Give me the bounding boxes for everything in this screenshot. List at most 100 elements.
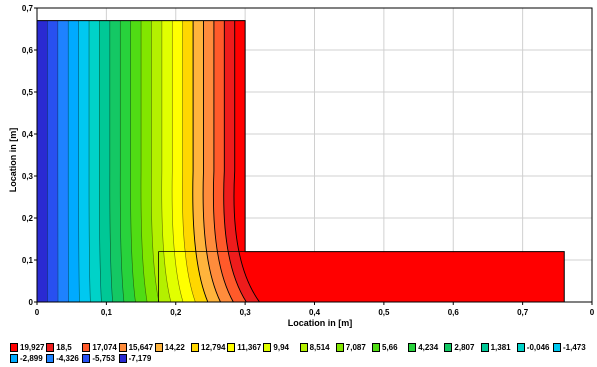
legend-item: 4,234 bbox=[408, 343, 438, 352]
legend-item: 1,381 bbox=[480, 343, 511, 352]
legend-item: -7,179 bbox=[118, 354, 152, 363]
y-tick-label: 0 bbox=[29, 298, 34, 307]
isoline bbox=[99, 20, 102, 303]
y-tick-label: 0,3 bbox=[22, 172, 34, 181]
legend-label: -4,326 bbox=[56, 354, 79, 363]
legend-swatch bbox=[480, 343, 489, 352]
legend-label: -0,046 bbox=[526, 343, 550, 352]
legend-label: 18,5 bbox=[56, 343, 72, 352]
legend-item: 19,927 bbox=[10, 343, 44, 352]
legend-label: 8,514 bbox=[309, 343, 330, 352]
legend-item: -2,899 bbox=[10, 354, 43, 363]
isoline bbox=[171, 20, 184, 303]
x-axis-label: Location in [m] bbox=[288, 318, 353, 328]
isoline bbox=[202, 20, 221, 303]
legend-item: 8,514 bbox=[299, 343, 330, 352]
y-ticks: 0 0,1 0,2 0,3 0,4 0,5 0,6 0,7 bbox=[22, 4, 37, 307]
temperature-band bbox=[67, 20, 80, 302]
legend-label: 9,94 bbox=[273, 343, 289, 352]
y-tick-label: 0,7 bbox=[22, 4, 34, 13]
isoline bbox=[151, 20, 160, 303]
temperature-band bbox=[57, 20, 69, 302]
legend-swatch bbox=[46, 343, 55, 352]
legend-label: 19,927 bbox=[20, 343, 45, 352]
isoline bbox=[130, 20, 136, 303]
x-tick-label: 0,2 bbox=[170, 308, 182, 317]
y-tick-label: 0,5 bbox=[22, 88, 34, 97]
legend-item: 5,66 bbox=[372, 343, 398, 352]
y-tick-label: 0,2 bbox=[22, 214, 34, 223]
legend-item: 9,94 bbox=[263, 343, 289, 352]
isoline bbox=[88, 20, 91, 303]
legend-swatch bbox=[299, 343, 308, 352]
y-tick-label: 0,6 bbox=[22, 46, 34, 55]
isoline bbox=[161, 20, 172, 303]
isoline bbox=[223, 20, 247, 303]
legend-item: -4,326 bbox=[46, 354, 79, 363]
isoline bbox=[140, 20, 148, 303]
legend-swatch bbox=[82, 343, 91, 352]
legend-item: 12,794 bbox=[191, 343, 225, 352]
legend-label: -5,753 bbox=[92, 354, 116, 363]
legend-item: 14,22 bbox=[154, 343, 185, 352]
y-axis-label: Location in [m] bbox=[8, 128, 18, 193]
temperature-band bbox=[37, 20, 48, 302]
legend-swatch bbox=[516, 343, 525, 352]
legend-swatch bbox=[191, 343, 199, 352]
x-tick-label: 0,5 bbox=[378, 308, 390, 317]
temperature-band bbox=[47, 20, 59, 302]
x-ticks: 0 0,1 0,2 0,3 0,4 0,5 0,6 0,7 0 bbox=[35, 302, 595, 317]
legend-label: 1,381 bbox=[490, 343, 511, 352]
legend-item: 18,5 bbox=[46, 343, 72, 352]
legend-label: 7,087 bbox=[345, 343, 366, 352]
y-tick-label: 0,1 bbox=[22, 256, 34, 265]
legend-item: -1,473 bbox=[553, 343, 586, 352]
legend-label: -7,179 bbox=[128, 354, 152, 363]
legend-label: 2,807 bbox=[454, 343, 475, 352]
legend-swatch bbox=[263, 343, 272, 352]
legend-label: -1,473 bbox=[563, 343, 586, 352]
legend-swatch bbox=[118, 354, 127, 363]
temperature-bands bbox=[37, 20, 565, 302]
legend-item: 11,367 bbox=[227, 343, 261, 352]
legend-label: 14,22 bbox=[164, 343, 185, 352]
legend-swatch bbox=[444, 343, 453, 352]
legend-item: 15,647 bbox=[118, 343, 154, 352]
legend-swatch bbox=[154, 343, 163, 352]
temperature-band bbox=[78, 20, 91, 302]
isolines bbox=[47, 20, 260, 303]
isoline bbox=[233, 20, 260, 303]
legend-label: 12,794 bbox=[201, 343, 226, 352]
y-tick-label: 0,4 bbox=[22, 130, 34, 139]
x-tick-label: 0 bbox=[590, 308, 595, 317]
legend-label: 17,074 bbox=[92, 343, 117, 352]
isotherm-plot: 0 0,1 0,2 0,3 0,4 0,5 0,6 0,7 0 0 0,1 0,2 0,3 0,4 0,5… bbox=[8, 4, 595, 328]
x-tick-label: 0,4 bbox=[309, 308, 321, 317]
isoline bbox=[119, 20, 125, 303]
isoline bbox=[182, 20, 196, 303]
legend-swatch bbox=[10, 343, 18, 352]
legend-swatch bbox=[372, 343, 380, 352]
isoline bbox=[212, 20, 234, 303]
legend-item: -5,753 bbox=[82, 354, 115, 363]
legend-label: 15,647 bbox=[128, 343, 154, 352]
legend-swatch bbox=[227, 343, 236, 352]
x-tick-label: 0,1 bbox=[101, 308, 113, 317]
legend-label: 11,367 bbox=[237, 343, 262, 352]
legend-item: 2,807 bbox=[444, 343, 474, 352]
isoline bbox=[109, 20, 113, 303]
legend-swatch bbox=[335, 343, 344, 352]
isoline bbox=[192, 20, 209, 303]
legend-swatch bbox=[553, 343, 561, 352]
x-tick-label: 0 bbox=[35, 308, 40, 317]
legend-swatch bbox=[118, 343, 127, 352]
legend-swatch bbox=[82, 354, 91, 363]
x-tick-label: 0,7 bbox=[517, 308, 529, 317]
legend-swatch bbox=[408, 343, 417, 352]
isoline bbox=[78, 20, 80, 303]
legend-item: -0,046 bbox=[516, 343, 550, 352]
x-tick-label: 0,6 bbox=[448, 308, 460, 317]
legend-swatch bbox=[10, 354, 18, 363]
legend-item: 17,074 bbox=[82, 343, 117, 352]
legend-label: 5,66 bbox=[382, 343, 398, 352]
